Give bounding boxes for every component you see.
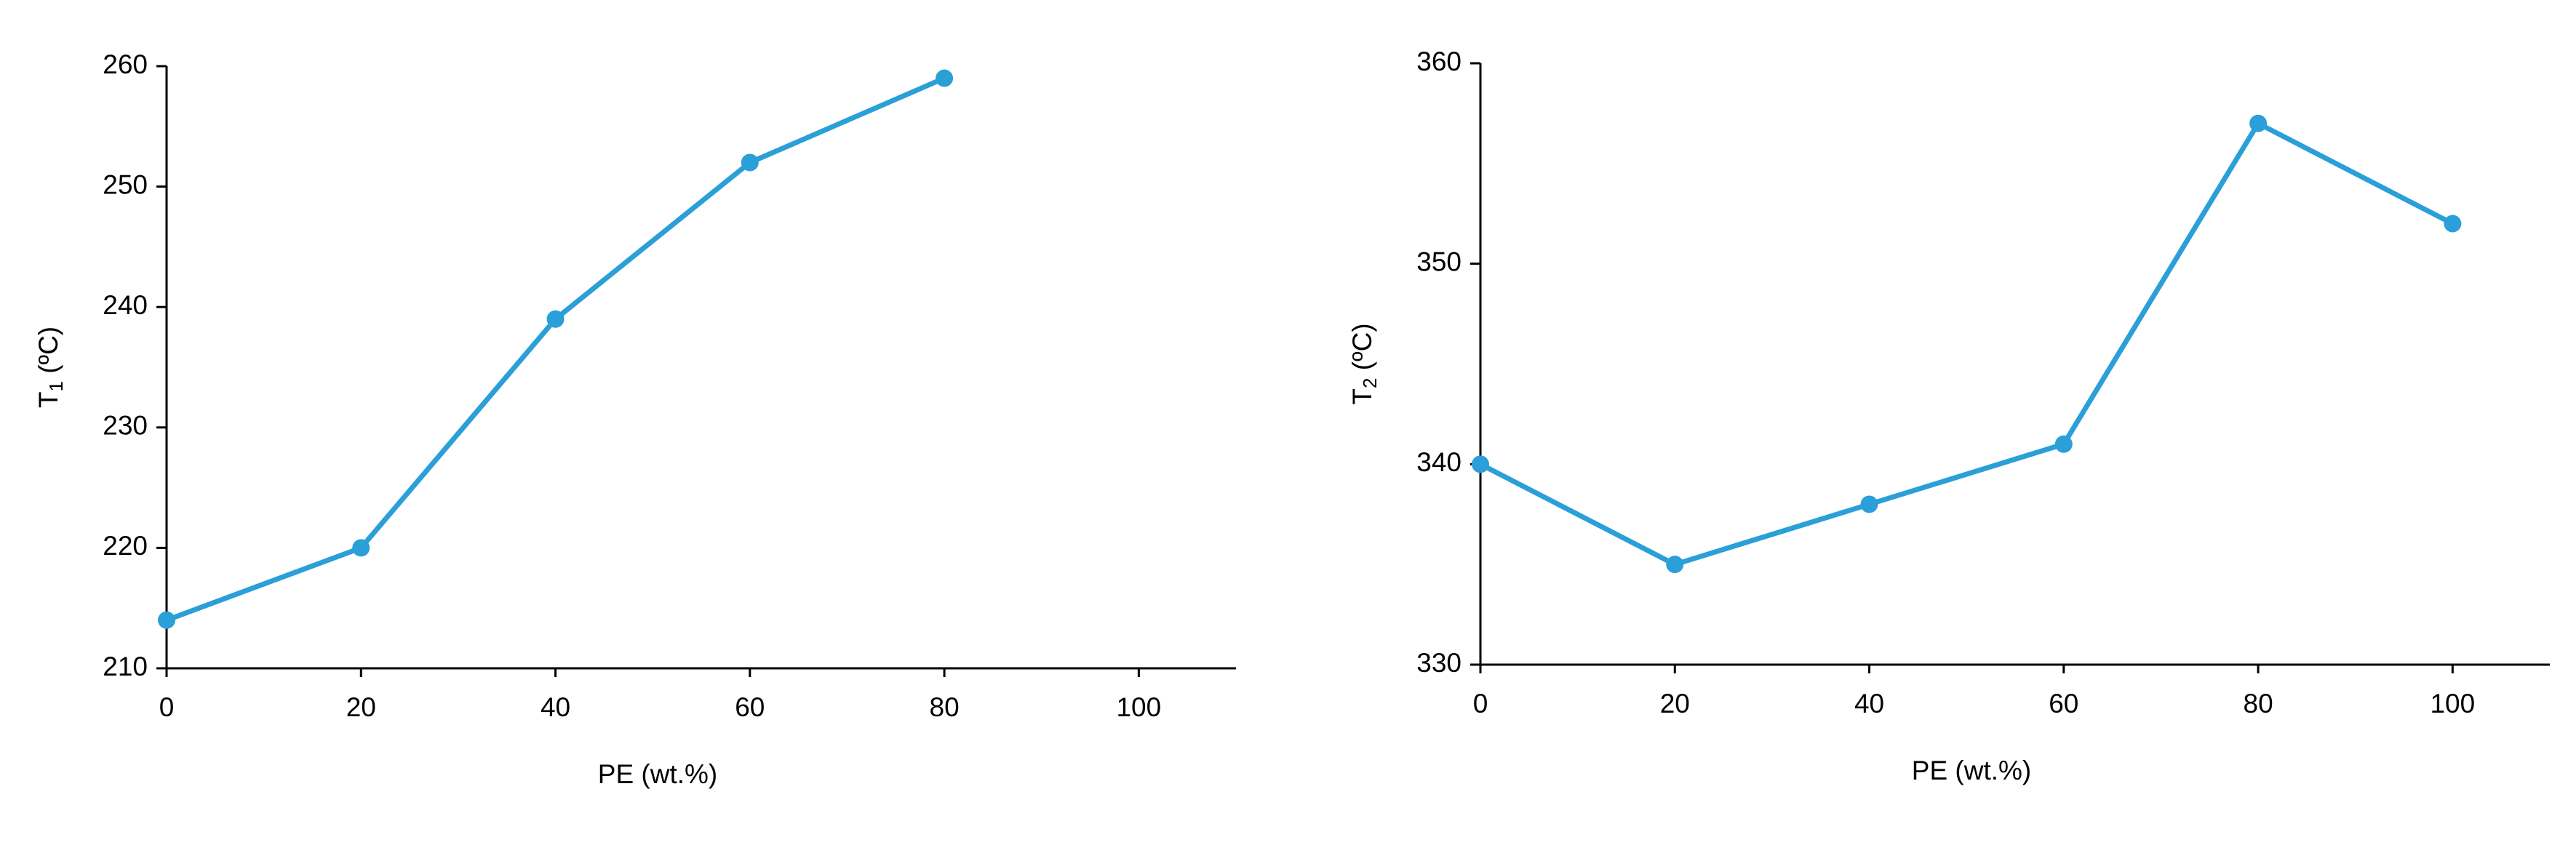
- x-axis-title: PE (wt.%): [598, 759, 717, 789]
- chart: 330 340 350 360 0 20 40 60 80 100 PE (wt.%) T2 (ºC): [1347, 47, 2550, 785]
- y-tick-label: 240: [103, 290, 148, 320]
- data-point: [1472, 455, 1489, 473]
- x-tick-label: 40: [541, 692, 570, 722]
- data-point: [2249, 114, 2268, 132]
- x-tick-label: 100: [2430, 689, 2475, 718]
- y-tick-label: 340: [1416, 447, 1462, 477]
- x-tick-label: 80: [930, 692, 960, 722]
- x-tick-label: 60: [735, 692, 765, 722]
- data-line: [1479, 121, 2454, 567]
- y-tick-label: 250: [103, 169, 148, 199]
- x-tick-label: 100: [1116, 692, 1161, 722]
- y-tick-label: 220: [103, 531, 148, 561]
- y-tick-label: 360: [1416, 47, 1462, 76]
- data-point: [741, 153, 759, 172]
- y-axis-title: T2 (ºC): [1347, 323, 1381, 404]
- data-point: [936, 69, 954, 87]
- y-tick-label: 330: [1416, 648, 1462, 678]
- data-point: [1860, 495, 1878, 513]
- chart: 210 220 230 240 250 260 0 20 40 60 80 100 PE (wt.%) T…: [33, 49, 1236, 789]
- data-point: [1666, 556, 1684, 574]
- x-tick-label: 20: [1660, 689, 1690, 718]
- y-axis-title-unit: (ºC): [1347, 323, 1377, 377]
- data-point: [158, 611, 175, 629]
- x-tick-label: 40: [1854, 689, 1884, 718]
- x-tick-label: 0: [1473, 689, 1488, 718]
- data-point: [546, 310, 565, 328]
- y-axis-title-main: T: [1347, 388, 1377, 405]
- y-axis-title-subscript: 1: [45, 381, 67, 391]
- data-point: [2444, 215, 2462, 233]
- y-axis-title-unit: (ºC): [33, 327, 63, 381]
- y-tick-label: 210: [103, 652, 148, 681]
- x-tick-label: 20: [346, 692, 376, 722]
- x-tick-label: 0: [159, 692, 175, 722]
- y-tick-label: 350: [1416, 247, 1462, 276]
- y-tick-label: 230: [103, 411, 148, 441]
- x-axis-title: PE (wt.%): [1912, 756, 2031, 785]
- y-axis-title-subscript: 2: [1359, 378, 1381, 388]
- y-axis-title: T1 (ºC): [33, 327, 67, 408]
- x-tick-label: 60: [2049, 689, 2078, 718]
- data-point: [2054, 435, 2073, 453]
- y-tick-label: 260: [103, 49, 148, 79]
- y-axis-title-main: T: [33, 392, 63, 409]
- data-point: [352, 539, 370, 557]
- x-tick-label: 80: [2244, 689, 2273, 718]
- data-line: [165, 76, 946, 623]
